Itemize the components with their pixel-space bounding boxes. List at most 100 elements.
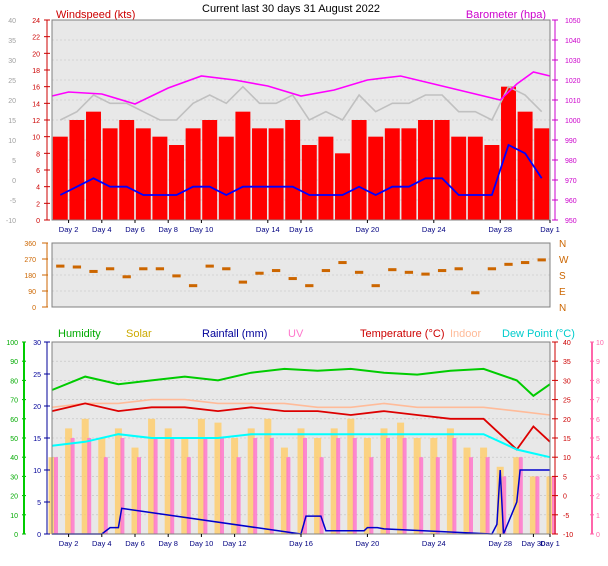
wind-direction-point bbox=[537, 258, 546, 262]
windspeed-bar bbox=[451, 136, 467, 220]
indoor-label: Indoor bbox=[450, 328, 482, 340]
barometer-axis-tick-label: 1050 bbox=[565, 18, 581, 25]
uv-bar bbox=[70, 438, 75, 534]
solar-bar bbox=[98, 438, 106, 534]
wind-axis-tick-label: 0 bbox=[36, 218, 40, 225]
solar-bar bbox=[81, 418, 89, 534]
direction-axis-tick-label: 270 bbox=[24, 257, 36, 264]
uv-bar bbox=[170, 438, 175, 534]
solar-bar bbox=[430, 438, 438, 534]
direction-axis-tick-label: 180 bbox=[24, 273, 36, 280]
humidity-axis-tick-label: 50 bbox=[10, 436, 18, 443]
wind-axis-tick-label: 20 bbox=[32, 51, 40, 58]
wind-outer-axis-tick-label: 35 bbox=[8, 38, 16, 45]
x-tick-label: Day 2 bbox=[59, 539, 79, 548]
wind-direction-point bbox=[172, 274, 181, 278]
windspeed-bar bbox=[102, 128, 118, 220]
uv-bar bbox=[386, 438, 390, 534]
x-tick-label: Day 24 bbox=[422, 225, 446, 234]
indoor-line bbox=[51, 398, 551, 416]
wind-direction-point bbox=[504, 262, 513, 266]
solar-bar bbox=[446, 428, 454, 534]
wind-direction-point bbox=[471, 291, 480, 295]
uv-bar bbox=[535, 476, 540, 534]
x-tick-label: Day 30 bbox=[522, 539, 546, 548]
windspeed-bar bbox=[185, 128, 201, 220]
temperature-axis-tick-label: 30 bbox=[563, 378, 571, 385]
humidity-axis-tick-label: 40 bbox=[10, 455, 18, 462]
temperature-axis-tick-label: 25 bbox=[563, 398, 571, 405]
windspeed-bar bbox=[268, 128, 284, 220]
uv-axis-tick-label: 0 bbox=[596, 532, 600, 539]
uv-axis-tick-label: 3 bbox=[596, 474, 600, 481]
humidity-axis-tick-label: 90 bbox=[10, 359, 18, 366]
uv-bar bbox=[402, 438, 407, 534]
temperature-axis-tick-label: 10 bbox=[563, 455, 571, 462]
chart-title: Current last 30 days 31 August 2022 bbox=[202, 3, 380, 15]
wind-axis-tick-label: 10 bbox=[32, 135, 40, 142]
barometer-axis-tick-label: 1030 bbox=[565, 58, 581, 65]
barometer-axis-tick-label: 970 bbox=[565, 178, 577, 185]
wind-direction-point bbox=[454, 267, 463, 271]
uv-axis-tick-label: 6 bbox=[596, 417, 600, 424]
uv-bar bbox=[319, 457, 324, 534]
uv-axis-tick-label: 2 bbox=[596, 494, 600, 501]
x-tick-label: Day 1 bbox=[540, 539, 560, 548]
wind-outer-axis-tick-label: 40 bbox=[8, 18, 16, 25]
humidity-label: Humidity bbox=[58, 328, 101, 340]
wind-axis-tick-label: 6 bbox=[36, 168, 40, 175]
temperature-axis-tick-label: 0 bbox=[563, 494, 567, 501]
windspeed-bar bbox=[384, 128, 400, 220]
barometer-axis-tick-label: 960 bbox=[565, 198, 577, 205]
x-tick-label: Day 14 bbox=[256, 225, 280, 234]
barometer-axis-tick-label: 1040 bbox=[565, 38, 581, 45]
uv-bar bbox=[236, 457, 241, 534]
windspeed-bar bbox=[501, 86, 516, 221]
uv-bar bbox=[485, 457, 490, 534]
solar-bar bbox=[231, 438, 239, 534]
compass-label: N bbox=[559, 303, 566, 314]
solar-bar bbox=[413, 438, 421, 534]
direction-axis-tick-label: 360 bbox=[24, 241, 36, 248]
wind-direction-point bbox=[205, 264, 214, 268]
solar-bar bbox=[247, 428, 255, 534]
temperature-axis-tick-label: 40 bbox=[563, 340, 571, 347]
solar-bar bbox=[280, 447, 288, 534]
x-tick-label: Day 2 bbox=[59, 225, 79, 234]
uv-bar bbox=[269, 438, 274, 534]
windspeed-bar bbox=[52, 136, 68, 220]
solar-bar bbox=[197, 418, 205, 534]
solar-bar bbox=[496, 466, 504, 534]
x-tick-label: Day 20 bbox=[356, 539, 380, 548]
x-tick-label: Day 28 bbox=[488, 539, 512, 548]
uv-bar bbox=[103, 457, 108, 534]
barometer-axis-tick-label: 980 bbox=[565, 158, 577, 165]
wind-direction-point bbox=[72, 265, 82, 269]
uv-axis-tick-label: 10 bbox=[596, 340, 604, 347]
wind-direction-point bbox=[271, 269, 281, 273]
uv-bar bbox=[552, 476, 556, 534]
humidity-axis-tick-label: 10 bbox=[10, 513, 18, 520]
x-tick-label: Day 16 bbox=[289, 225, 313, 234]
wind-direction-point bbox=[487, 267, 497, 271]
uv-bar bbox=[87, 438, 92, 534]
solar-bar bbox=[65, 428, 73, 534]
gust-line bbox=[59, 85, 543, 122]
windspeed-bar bbox=[152, 136, 168, 220]
wind-direction-point bbox=[238, 280, 248, 284]
uv-bar bbox=[518, 457, 523, 534]
x-tick-label: Day 24 bbox=[422, 539, 446, 548]
wind-outer-axis-tick-label: 15 bbox=[8, 118, 16, 125]
x-tick-label: Day 6 bbox=[125, 225, 145, 234]
dewpoint-label: Dew Point (°C) bbox=[502, 328, 575, 340]
x-tick-label: Day 8 bbox=[158, 539, 178, 548]
x-tick-label: Day 8 bbox=[158, 225, 178, 234]
temperature-axis-tick-label: 15 bbox=[563, 436, 571, 443]
windspeed-bar bbox=[368, 136, 384, 220]
solar-bar bbox=[214, 422, 222, 534]
windspeed-bar bbox=[318, 136, 334, 220]
wind-direction-point bbox=[520, 261, 530, 265]
windspeed-bar bbox=[534, 128, 550, 220]
solar-bar bbox=[181, 438, 189, 534]
